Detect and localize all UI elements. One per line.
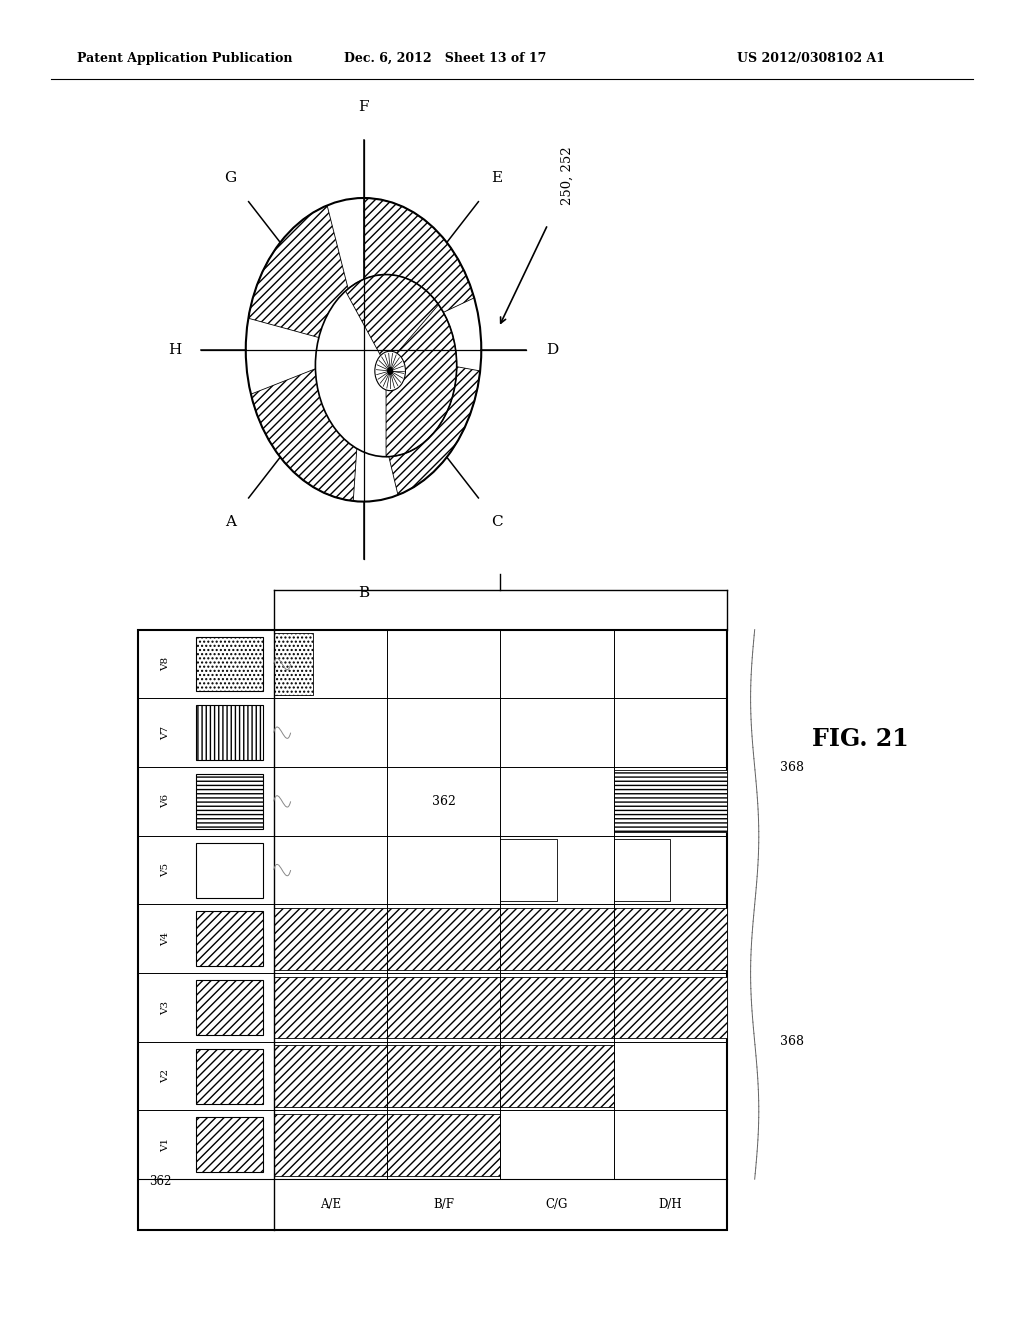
Bar xyxy=(613,771,727,833)
Text: 362: 362 xyxy=(432,795,456,808)
Circle shape xyxy=(315,275,457,457)
Bar xyxy=(197,636,263,692)
Bar xyxy=(501,1045,613,1107)
Text: V5: V5 xyxy=(161,863,170,876)
Text: V8: V8 xyxy=(161,657,170,671)
Bar xyxy=(613,908,727,970)
Text: V2: V2 xyxy=(161,1069,170,1084)
Bar xyxy=(273,908,387,970)
Text: B/F: B/F xyxy=(433,1199,455,1212)
Text: C/G: C/G xyxy=(546,1199,568,1212)
Bar xyxy=(197,842,263,898)
Text: V1: V1 xyxy=(161,1138,170,1152)
Text: Patent Application Publication: Patent Application Publication xyxy=(77,51,292,65)
Bar xyxy=(273,634,313,694)
Text: 250, 252: 250, 252 xyxy=(561,147,574,205)
Polygon shape xyxy=(249,206,364,350)
Text: V4: V4 xyxy=(161,932,170,946)
Bar xyxy=(197,979,263,1035)
Bar xyxy=(197,774,263,829)
Bar xyxy=(387,1114,501,1176)
Text: C: C xyxy=(490,515,503,528)
Bar xyxy=(387,977,501,1039)
Bar xyxy=(387,908,501,970)
Text: V6: V6 xyxy=(161,795,170,808)
Bar xyxy=(387,1045,501,1107)
Bar xyxy=(138,630,727,1230)
Text: A/E: A/E xyxy=(319,1199,341,1212)
Bar xyxy=(613,840,671,902)
Bar xyxy=(613,977,727,1039)
Text: V3: V3 xyxy=(161,1001,170,1015)
Text: FIG. 21: FIG. 21 xyxy=(812,727,908,751)
Bar xyxy=(273,977,387,1039)
Bar xyxy=(501,908,613,970)
Text: D: D xyxy=(546,343,558,356)
Bar xyxy=(273,1045,387,1107)
Text: 368: 368 xyxy=(780,1035,804,1048)
Bar xyxy=(197,1048,263,1104)
Text: A: A xyxy=(225,515,236,528)
Text: 368: 368 xyxy=(780,760,804,774)
Bar xyxy=(197,705,263,760)
Polygon shape xyxy=(364,198,474,350)
Text: V7: V7 xyxy=(161,726,170,739)
Text: F: F xyxy=(358,100,369,114)
Bar xyxy=(273,1114,387,1176)
Polygon shape xyxy=(251,350,364,502)
Circle shape xyxy=(375,351,406,391)
Text: B: B xyxy=(358,586,369,599)
Bar xyxy=(197,1117,263,1172)
Polygon shape xyxy=(386,301,457,457)
Text: G: G xyxy=(224,172,237,185)
Bar xyxy=(501,977,613,1039)
Circle shape xyxy=(387,367,393,375)
Polygon shape xyxy=(345,275,438,366)
Text: D/H: D/H xyxy=(658,1199,682,1212)
Bar xyxy=(197,911,263,966)
Text: H: H xyxy=(169,343,181,356)
Text: 362: 362 xyxy=(150,1175,172,1188)
Text: US 2012/0308102 A1: US 2012/0308102 A1 xyxy=(737,51,886,65)
Polygon shape xyxy=(364,350,480,495)
Bar xyxy=(501,840,557,902)
Text: Dec. 6, 2012   Sheet 13 of 17: Dec. 6, 2012 Sheet 13 of 17 xyxy=(344,51,547,65)
Circle shape xyxy=(246,198,481,502)
Text: E: E xyxy=(492,172,503,185)
